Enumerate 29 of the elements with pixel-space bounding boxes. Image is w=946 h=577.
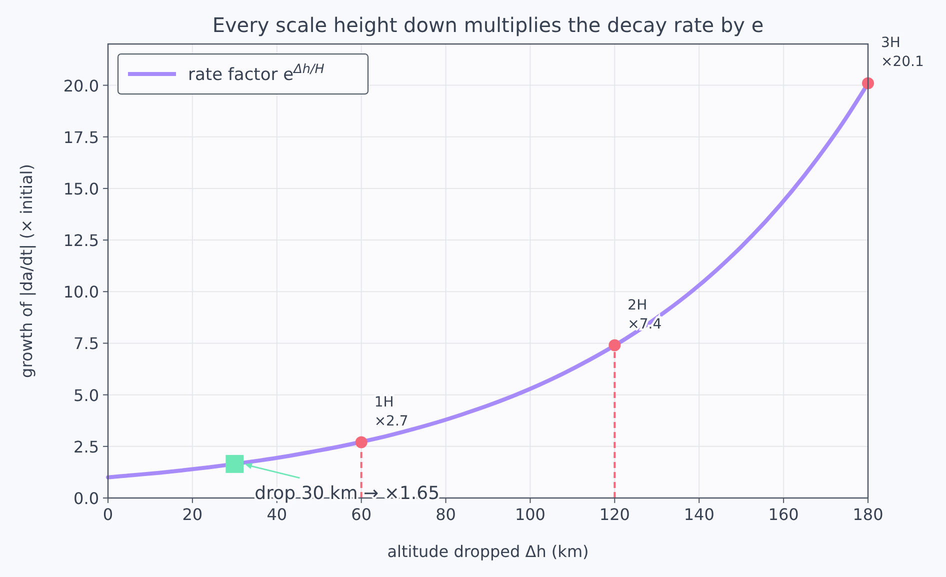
x-tick-label: 160 xyxy=(768,505,799,524)
y-tick-label: 17.5 xyxy=(63,128,99,147)
x-tick-label: 140 xyxy=(684,505,714,524)
x-tick-label: 80 xyxy=(436,505,456,524)
y-tick-label: 20.0 xyxy=(63,76,99,96)
x-tick-label: 60 xyxy=(351,505,372,524)
x-tick-label: 40 xyxy=(266,505,288,524)
x-tick-label: 0 xyxy=(102,505,114,524)
annotation: 3H ×20.1 xyxy=(881,35,924,70)
chart-title: Every scale height down multiplies the decay rate by e xyxy=(212,13,764,37)
point xyxy=(355,436,368,448)
point xyxy=(608,339,621,352)
y-tick-label: 7.5 xyxy=(74,334,99,354)
point xyxy=(862,77,874,90)
legend-label: rate factor e$^{Δh/H}$ xyxy=(188,62,325,85)
x-tick-label: 120 xyxy=(599,505,630,524)
y-tick-label: 12.5 xyxy=(63,231,99,250)
x-tick-label: 20 xyxy=(182,505,203,524)
y-tick-label: 10.0 xyxy=(63,282,99,302)
annotation: 1H ×2.7 xyxy=(374,394,408,430)
y-tick-label: 0.0 xyxy=(74,489,99,508)
x-tick-label: 180 xyxy=(852,505,884,524)
point xyxy=(226,454,244,473)
y-tick-label: 15.0 xyxy=(63,179,99,198)
y-tick-label: 2.5 xyxy=(74,437,99,456)
x-axis-title: altitude dropped Δh (km) xyxy=(387,542,589,561)
y-axis-title: growth of |da/dt| (× initial) xyxy=(17,164,36,378)
y-tick-label: 5.0 xyxy=(74,386,99,405)
x-tick-label: 100 xyxy=(514,505,546,524)
